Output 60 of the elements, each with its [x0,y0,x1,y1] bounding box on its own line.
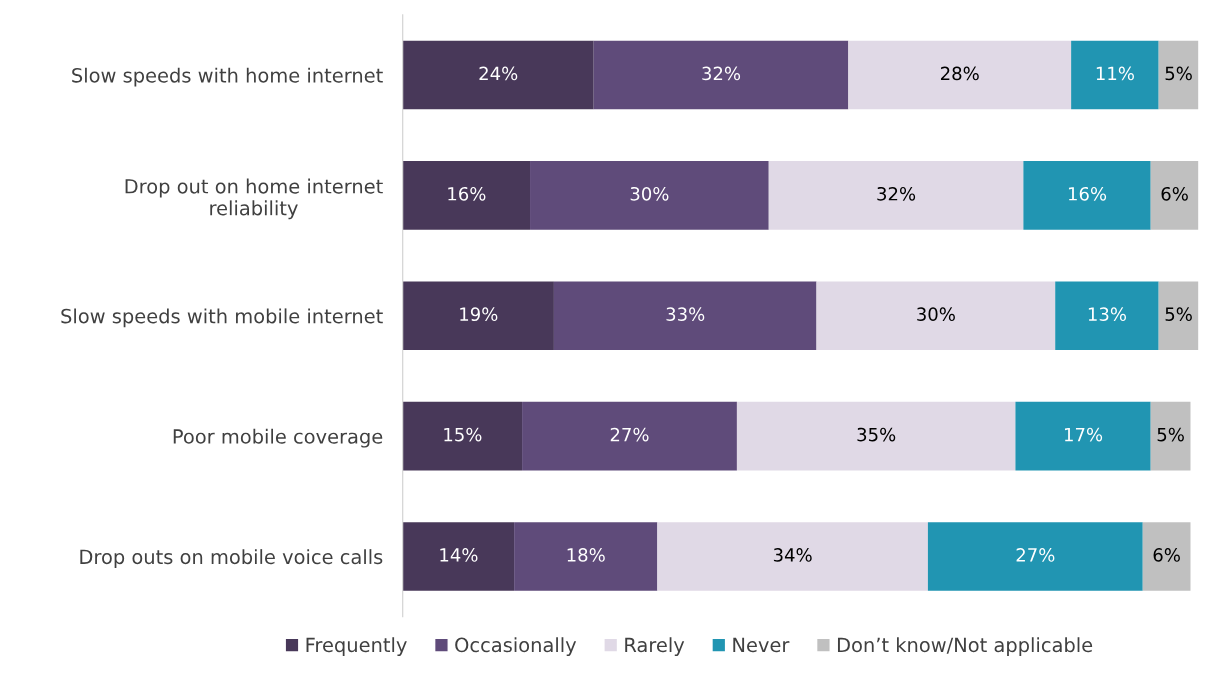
bar [530,161,769,230]
bar [768,161,1024,230]
bar [402,281,554,351]
data-label: 6% [1153,548,1180,562]
legend-label: Don’t know/Not applicable [837,637,1093,657]
data-label: 34% [773,548,812,562]
bar [402,161,531,230]
data-label: 11% [1096,66,1134,81]
data-label: 18% [567,548,605,562]
bar [1142,522,1191,591]
bar [522,401,737,471]
y-tick-label: Slow speeds with mobile internet [61,308,383,328]
bar [1055,281,1159,351]
bar [1015,401,1151,471]
data-label: 5% [1157,427,1184,442]
bar [553,281,817,351]
bar [1023,161,1151,230]
data-label: 19% [460,307,498,322]
bar [927,522,1143,591]
legend-label: Occasionally [455,637,577,657]
legend-label: Rarely [625,637,685,657]
y-tick-label: Drop out on home internet reliability [125,178,383,220]
y-tick-label: Poor mobile coverage [173,428,383,448]
data-label: 17% [1064,427,1103,442]
bar [1071,40,1159,110]
bar [402,40,594,110]
bar [736,401,1016,471]
data-label: 33% [666,307,705,322]
data-label: 35% [857,427,896,442]
bar [1158,40,1199,110]
data-label: 6% [1161,186,1188,201]
data-label: 27% [610,427,649,442]
data-label: 5% [1165,66,1192,81]
bar [1150,161,1199,230]
data-label: 28% [940,66,979,81]
bar [848,40,1072,110]
data-label: 14% [440,548,478,562]
data-label: 16% [448,186,486,201]
y-tick-label: Slow speeds with home internet [72,67,383,87]
bar [402,522,515,591]
data-label: 24% [479,66,518,81]
bar [1150,401,1191,471]
bar [402,401,523,471]
bar [514,522,658,591]
data-label: 15% [444,427,482,442]
legend-label: Never [733,637,790,653]
y-tick-label: Drop outs on mobile voice calls [80,549,383,568]
bar [1158,281,1199,351]
data-label: 5% [1165,307,1192,322]
data-label: 27% [1016,548,1055,562]
bar [593,40,849,110]
data-label: 30% [917,307,955,322]
legend-label: Frequently [306,637,407,657]
data-label: 13% [1088,307,1126,322]
data-label: 32% [877,186,916,201]
data-label: 16% [1068,186,1107,201]
bar [657,522,928,591]
data-label: 30% [630,186,669,201]
data-label: 32% [702,66,741,81]
bar [816,281,1056,351]
